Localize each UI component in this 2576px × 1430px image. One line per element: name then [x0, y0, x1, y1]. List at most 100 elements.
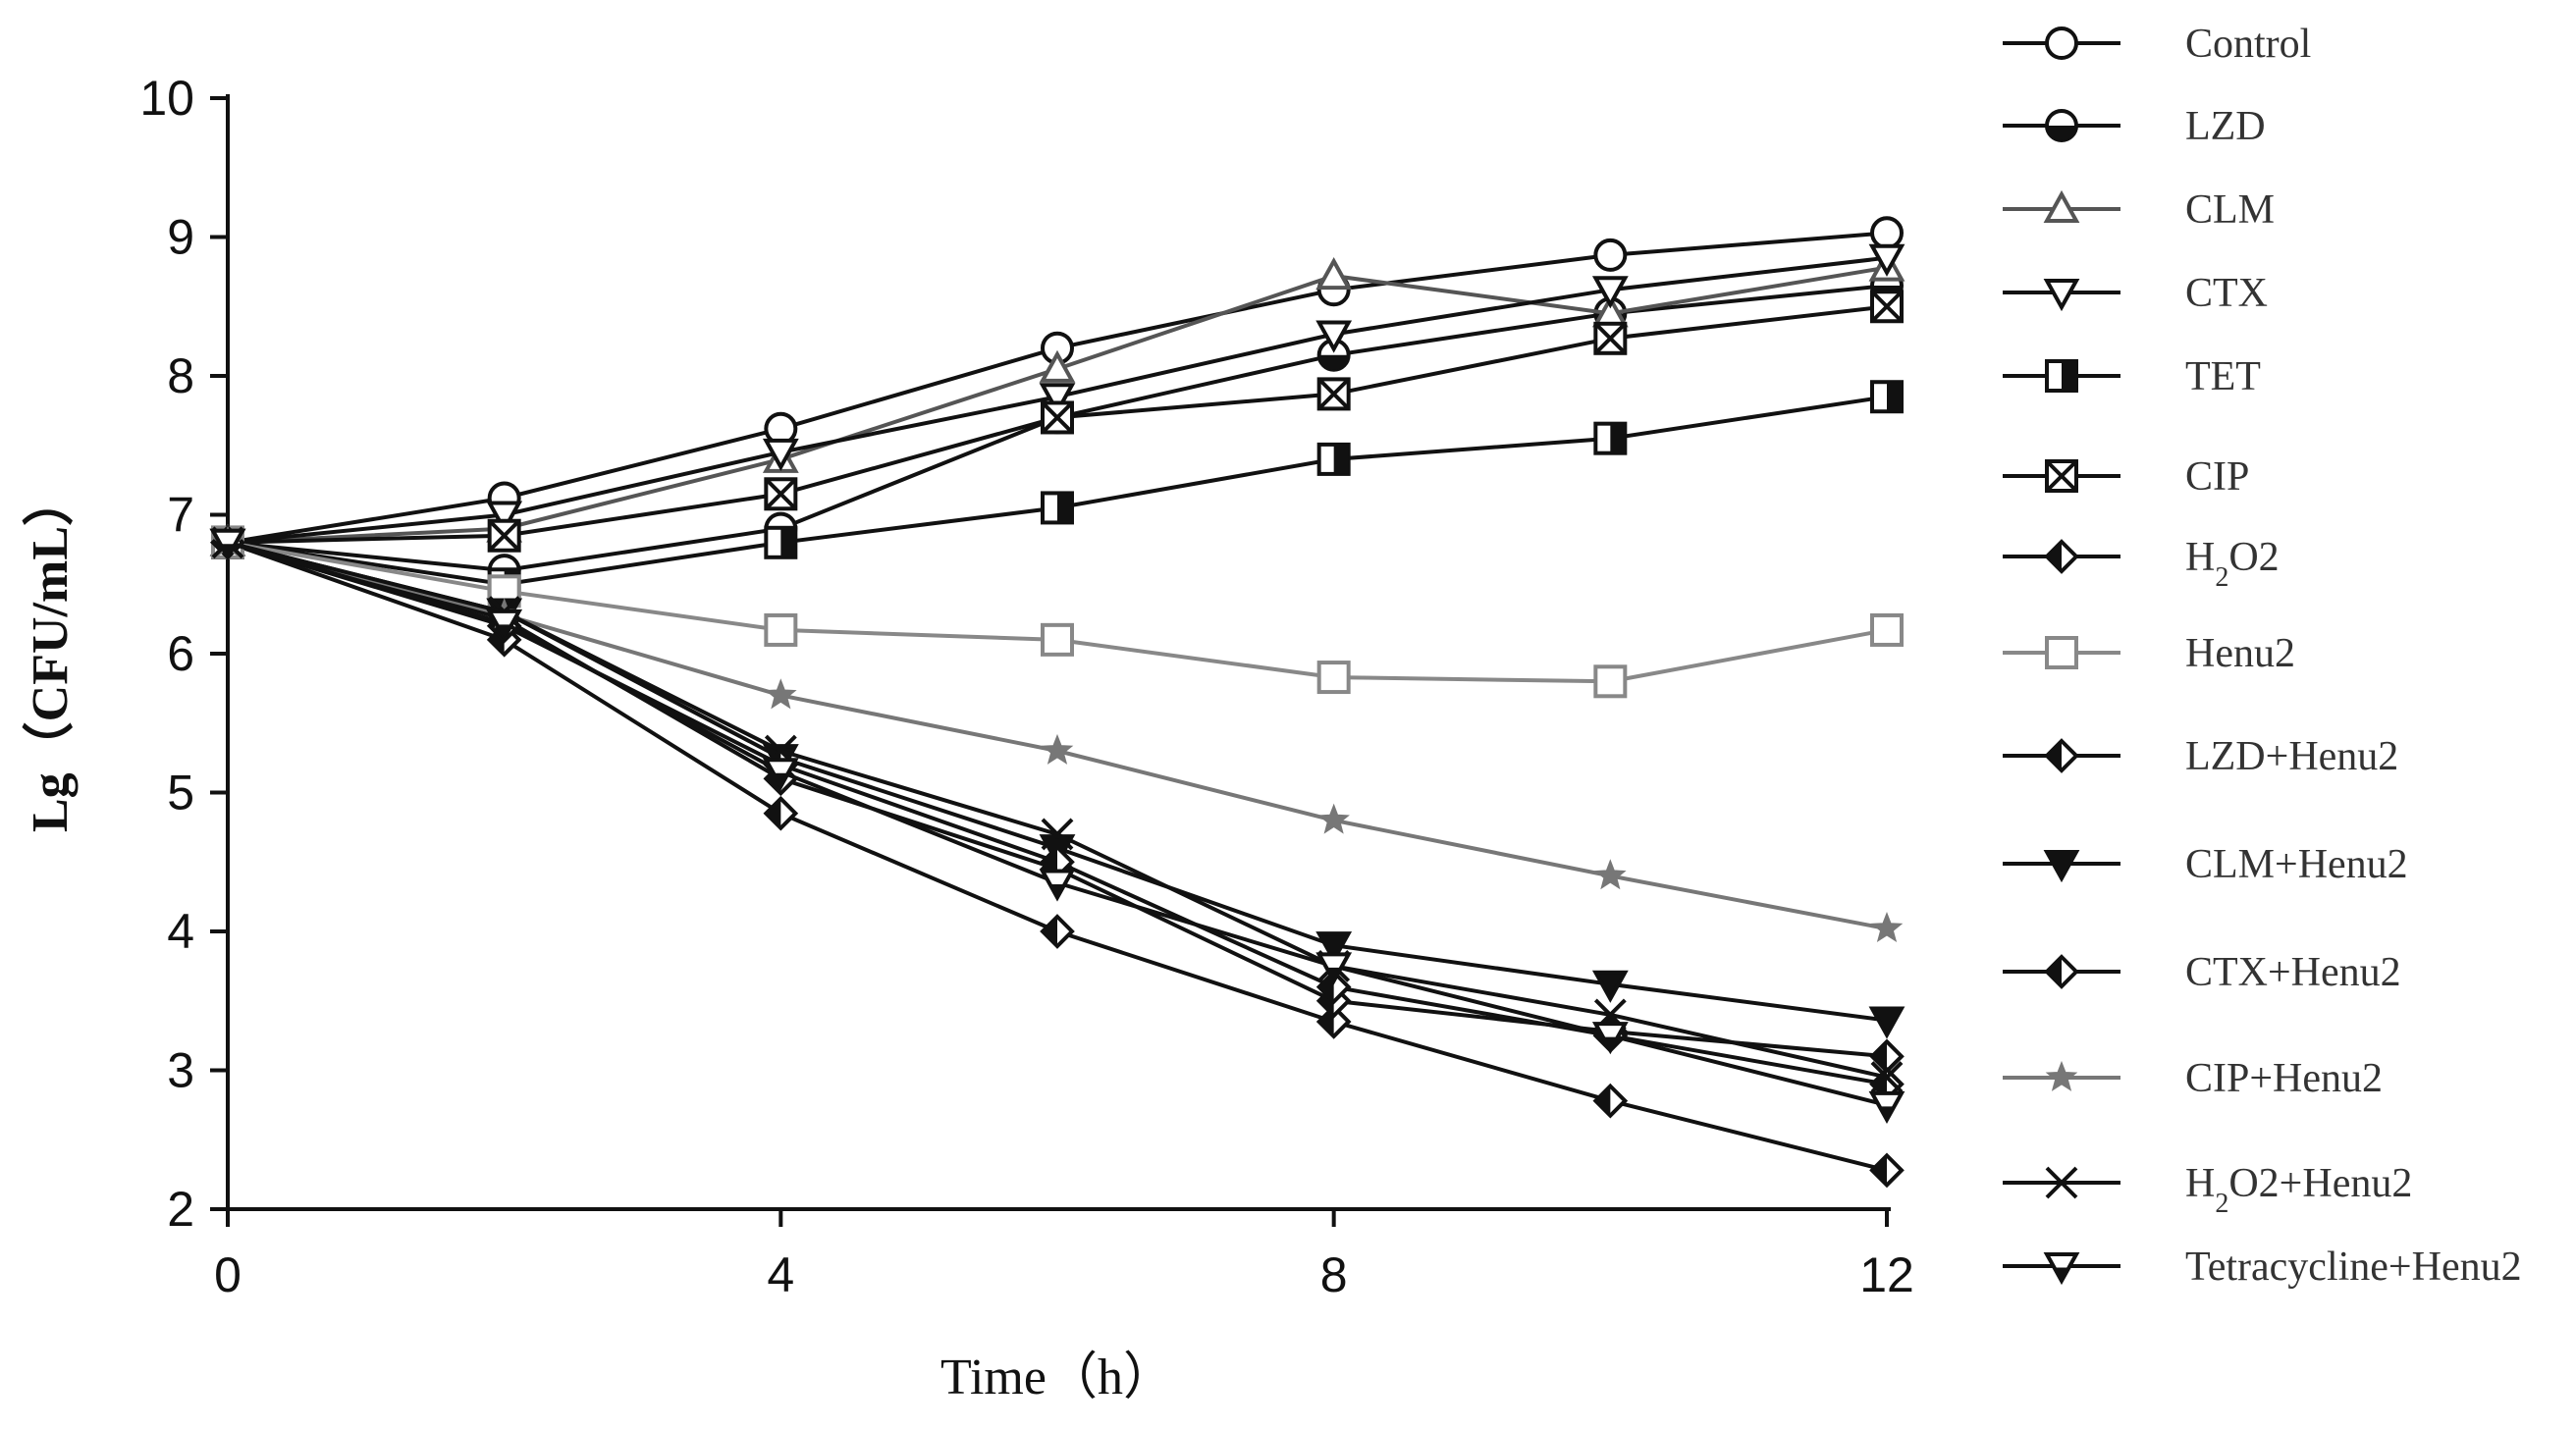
data-point [1316, 661, 1351, 695]
legend: ControlLZDCLMCTXTETCIPH2O2Henu2LZD+Henu2… [2003, 22, 2522, 1290]
legend-item: CTX [2003, 271, 2268, 316]
legend-marker [2044, 954, 2079, 989]
data-point [762, 758, 799, 791]
legend-item: Tetracycline+Henu2 [2003, 1245, 2522, 1290]
data-point [1870, 216, 1904, 250]
data-point [1868, 1090, 1905, 1124]
legend-marker [2044, 539, 2079, 574]
legend-marker [2044, 738, 2079, 773]
legend-label: CIP [2185, 454, 2249, 500]
legend-label-main: LZD [2185, 104, 2266, 149]
data-point [1315, 931, 1353, 965]
legend-label: CTX [2185, 271, 2268, 316]
data-point [1868, 1006, 1905, 1039]
legend-label-tail: O2 [2228, 535, 2279, 580]
y-tick-label: 4 [167, 904, 194, 959]
legend-label: TET [2185, 354, 2261, 399]
legend-label: CLM+Henu2 [2185, 842, 2408, 887]
legend-label-main: TET [2185, 354, 2261, 399]
data-point [1040, 914, 1075, 949]
legend-label-main: LZD+Henu2 [2185, 734, 2398, 779]
data-point [1315, 320, 1353, 353]
legend-label: LZD+Henu2 [2185, 734, 2398, 779]
x-tick-label: 0 [214, 1247, 242, 1302]
y-tick-label: 7 [167, 488, 194, 543]
data-point [1316, 377, 1351, 411]
y-tick-label: 9 [167, 210, 194, 265]
axes: 2 3 4 5 6 7 8 9 10 0 4 8 12 Time（h） Lg（CFU/mL） [22, 71, 1914, 1405]
legend-item: LZD [2003, 104, 2266, 149]
legend-label-sub: 2 [2215, 562, 2228, 593]
legend-item: H2O2 [2003, 535, 2280, 593]
legend-marker [2045, 359, 2078, 393]
legend-label: CLM [2185, 187, 2275, 233]
data-point [1593, 238, 1628, 272]
data-point [1041, 400, 1074, 435]
data-point [1039, 349, 1076, 383]
data-point [1869, 1152, 1905, 1189]
data-point [487, 518, 521, 553]
legend-marker [2043, 189, 2080, 223]
legend-marker [2045, 636, 2078, 669]
legend-label: CTX+Henu2 [2185, 950, 2401, 995]
legend-label: LZD [2185, 104, 2266, 149]
data-point [1315, 257, 1353, 291]
legend-marker [2045, 26, 2078, 60]
legend-item: CLM+Henu2 [2003, 842, 2408, 887]
data-point [1041, 733, 1074, 765]
data-point [1591, 970, 1629, 1003]
legend-item: LZD+Henu2 [2003, 734, 2398, 779]
legend-label: Control [2185, 22, 2311, 67]
legend-label-main: CTX+Henu2 [2185, 950, 2401, 995]
series-tetracycline-henu2 [209, 528, 1905, 1124]
data-point [1594, 859, 1627, 890]
legend-item: Henu2 [2003, 631, 2295, 676]
data-point [1315, 1004, 1352, 1039]
data-point [1315, 969, 1352, 1005]
legend-label-main: H [2185, 1161, 2215, 1206]
y-tick-label: 2 [167, 1182, 194, 1237]
data-point [763, 795, 799, 831]
legend-label-main: CLM [2185, 187, 2275, 233]
series-layer [209, 216, 1905, 1189]
data-point [1041, 491, 1074, 525]
data-point [1316, 338, 1351, 372]
legend-label: CIP+Henu2 [2185, 1056, 2383, 1101]
legend-label-main: CIP [2185, 454, 2249, 500]
y-tick-label: 6 [167, 626, 194, 681]
legend-label: Henu2 [2185, 631, 2295, 676]
x-tick-label: 4 [767, 1247, 794, 1302]
legend-item: CIP+Henu2 [2003, 1056, 2383, 1101]
x-axis-title: Time（h） [940, 1350, 1174, 1405]
data-point [1039, 869, 1076, 902]
legend-item: CIP [2003, 454, 2249, 500]
legend-marker [2043, 279, 2080, 312]
data-point [1041, 622, 1074, 657]
data-point [1316, 442, 1351, 476]
legend-item: CTX+Henu2 [2003, 950, 2401, 995]
legend-label-main: Control [2185, 22, 2311, 67]
data-point [764, 612, 798, 647]
data-point [1591, 276, 1629, 309]
legend-marker [2045, 1166, 2078, 1199]
data-point [765, 678, 797, 710]
data-point [1593, 321, 1628, 355]
legend-label: Tetracycline+Henu2 [2185, 1245, 2522, 1290]
legend-label-main: Tetracycline+Henu2 [2185, 1245, 2522, 1290]
data-point [1041, 818, 1074, 851]
data-point [1870, 612, 1904, 647]
x-tick-label: 8 [1320, 1247, 1348, 1302]
legend-label-main: CLM+Henu2 [2185, 842, 2408, 887]
legend-label-sub: 2 [2215, 1189, 2228, 1219]
data-point [486, 609, 523, 642]
y-axis-title: Lg（CFU/mL） [22, 475, 79, 832]
y-tick-label: 5 [167, 766, 194, 821]
legend-marker [2043, 850, 2080, 883]
data-point [1593, 664, 1628, 699]
data-point [1592, 1083, 1629, 1119]
data-point [1868, 243, 1905, 277]
legend-marker [2045, 1060, 2078, 1091]
data-point [1317, 803, 1350, 834]
legend-label-main: H [2185, 535, 2215, 580]
